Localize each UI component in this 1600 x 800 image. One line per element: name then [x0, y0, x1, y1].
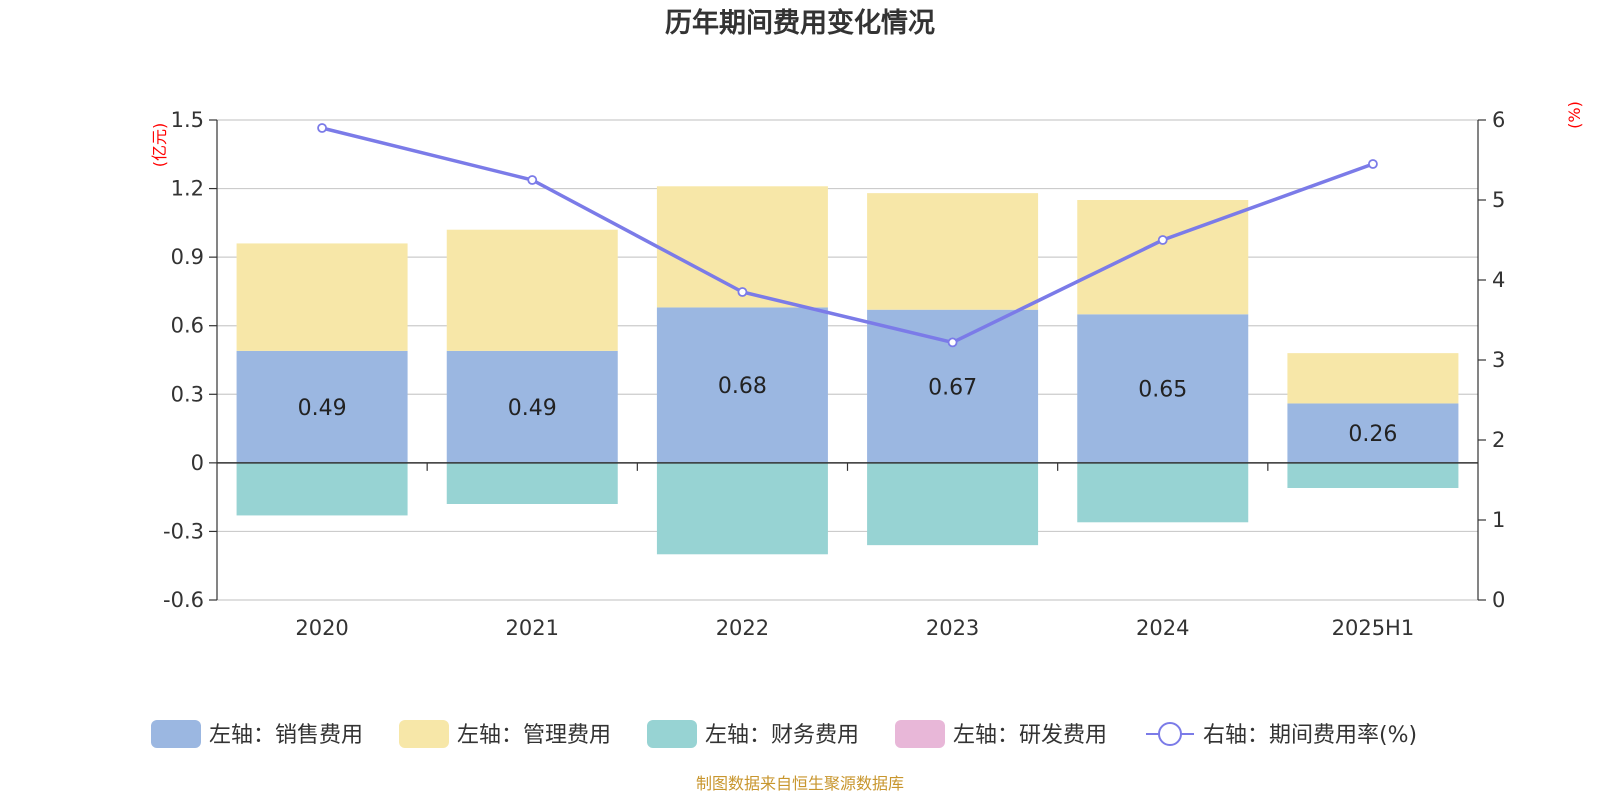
x-tick-label: 2021	[506, 616, 559, 640]
right-tick-label: 1	[1492, 508, 1505, 532]
legend-label: 左轴：财务费用	[705, 723, 859, 748]
right-tick-label: 2	[1492, 428, 1505, 452]
rate-line-path	[321, 126, 1374, 345]
finance-bar	[236, 462, 408, 516]
legend-swatch	[151, 720, 201, 748]
finance-bar	[1077, 462, 1249, 523]
rate-point	[1157, 235, 1168, 245]
legend-label: 右轴：期间费用率(%)	[1203, 723, 1417, 748]
right-tick-label: 6	[1492, 108, 1505, 132]
legend-label: 左轴：销售费用	[209, 723, 363, 748]
left-tick-label: 0.6	[171, 314, 204, 338]
bar-value-label: 0.49	[508, 396, 557, 421]
legend-line-marker	[1158, 722, 1182, 746]
source-note: 制图数据来自恒生聚源数据库	[696, 774, 904, 793]
right-tick-label: 5	[1492, 188, 1505, 212]
left-tick-label: 1.2	[171, 177, 204, 201]
left-axis-unit: (亿元)	[150, 123, 169, 168]
finance-bar	[656, 462, 828, 555]
sales-bar	[656, 307, 828, 463]
finance-bar	[867, 462, 1039, 546]
sales-bar	[236, 350, 408, 463]
bar-labels: 0.49 0.49 0.68 0.67 0.65 0.26	[298, 374, 1398, 447]
legend-swatch	[399, 720, 449, 748]
legend-label: 左轴：研发费用	[953, 723, 1107, 748]
admin-bar	[446, 229, 618, 351]
left-tick-label: 0	[191, 451, 204, 475]
legend: 左轴：销售费用 左轴：管理费用 左轴：财务费用 左轴：研发费用 右轴：期间费用率(%)	[151, 720, 1417, 748]
admin-bar	[1287, 353, 1459, 404]
rate-point	[947, 337, 958, 348]
bar-value-label: 0.26	[1348, 422, 1397, 447]
bars	[236, 186, 1459, 555]
right-axis-unit: (%)	[1565, 101, 1584, 129]
x-tick-label: 2022	[716, 616, 769, 640]
x-tick-label: 2023	[926, 616, 979, 640]
right-tick-label: 4	[1492, 268, 1505, 292]
bar-value-label: 0.49	[298, 396, 347, 421]
rate-point	[317, 123, 327, 133]
legend-label: 左轴：管理费用	[457, 723, 611, 748]
admin-bar	[867, 193, 1039, 310]
left-tick-label: -0.3	[163, 519, 204, 543]
sales-bar	[867, 309, 1039, 463]
rate-point	[527, 175, 538, 185]
right-tick-label: 0	[1492, 588, 1505, 612]
x-tick-label: 2020	[295, 616, 348, 640]
sales-bar	[1287, 403, 1459, 463]
rate-line	[317, 123, 1378, 348]
finance-bar	[1287, 462, 1459, 488]
admin-bar	[236, 243, 408, 351]
bar-value-label: 0.65	[1138, 378, 1187, 403]
left-tick-label: 0.9	[171, 245, 204, 269]
sales-bar	[1077, 314, 1249, 463]
left-tick-label: -0.6	[163, 588, 204, 612]
chart-title: 历年期间费用变化情况	[665, 7, 935, 39]
bar-value-label: 0.67	[928, 375, 977, 400]
left-tick-label: 0.3	[171, 382, 204, 406]
bar-value-label: 0.68	[718, 374, 767, 399]
legend-swatch	[647, 720, 697, 748]
x-tick-label: 2024	[1136, 616, 1189, 640]
right-tick-label: 3	[1492, 348, 1505, 372]
rate-point	[737, 287, 748, 297]
legend-swatch	[895, 720, 945, 748]
x-tick-label: 2025H1	[1332, 616, 1415, 640]
left-tick-label: 1.5	[171, 108, 204, 132]
axes: 1.5 1.2 0.9 0.6 0.3 0 -0.3 -0.6 6 5 4 3 2 1 0 2020 2021 2…	[163, 108, 1505, 640]
finance-bar	[446, 462, 618, 504]
sales-bar	[446, 350, 618, 463]
rate-point	[1368, 159, 1378, 169]
